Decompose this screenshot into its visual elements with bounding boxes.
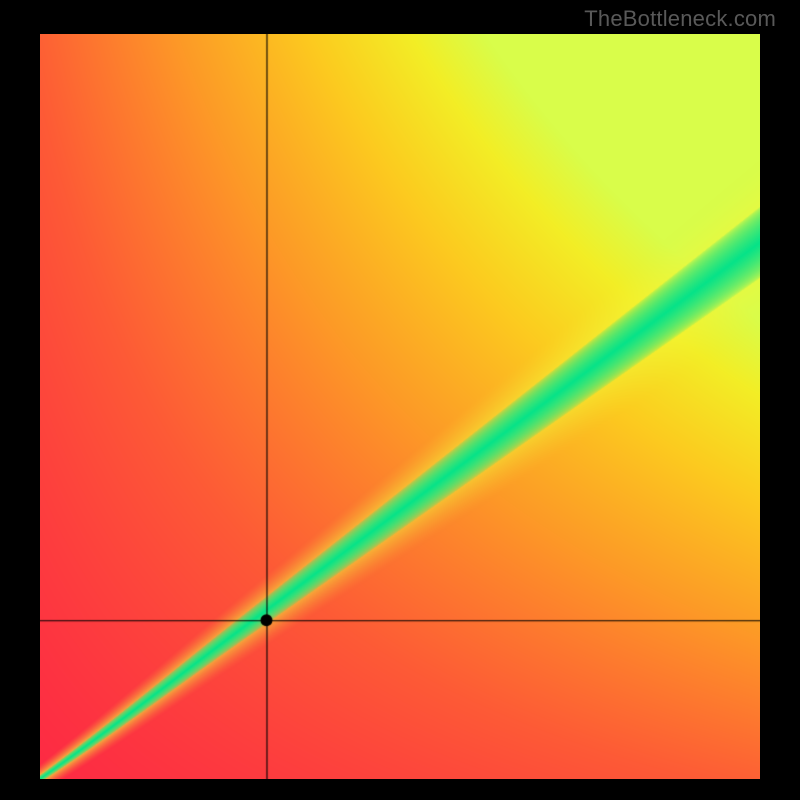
attribution-label: TheBottleneck.com — [584, 6, 776, 32]
chart-frame: TheBottleneck.com — [0, 0, 800, 800]
heatmap-canvas — [40, 34, 760, 779]
plot-area — [40, 34, 760, 779]
